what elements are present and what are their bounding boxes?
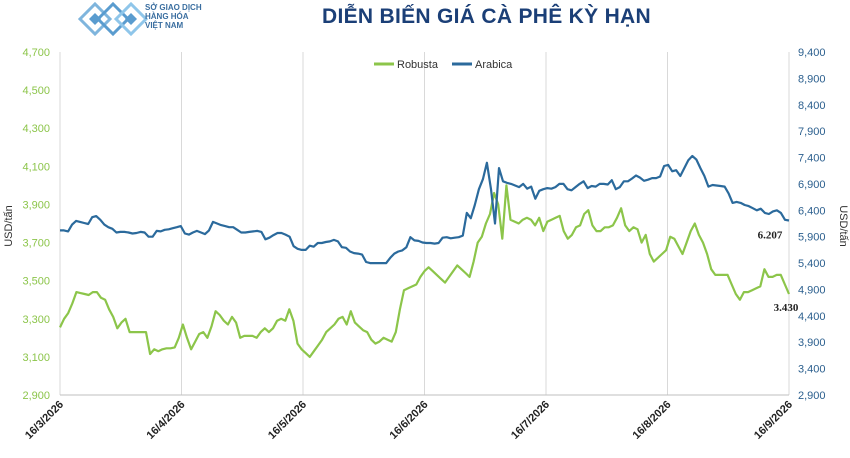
right-tick-label: 8,400 (798, 100, 826, 112)
left-axis-label: USD/tấn (3, 205, 15, 247)
left-tick-label: 3,500 (22, 276, 50, 288)
left-tick-label: 3,900 (22, 199, 50, 211)
x-tick-label: 16/6/2026 (388, 399, 431, 442)
x-tick-label: 16/8/2026 (631, 399, 674, 442)
chart-title: DIỄN BIẾN GIÁ CÀ PHÊ KỲ HẠN (322, 5, 651, 28)
left-tick-label: 3,300 (22, 314, 50, 326)
left-axis-ticks: 2,900 3,100 3,300 3,500 3,700 3,900 4,100 4,300… (22, 47, 50, 402)
series-lines (59, 154, 791, 358)
x-tick-label: 16/5/2026 (266, 399, 309, 442)
x-tick-label: 16/3/2026 (23, 399, 66, 442)
series-line-robusta (59, 184, 791, 358)
right-tick-label: 4,400 (798, 311, 826, 323)
right-tick-label: 5,400 (798, 258, 826, 270)
x-axis-ticks: 16/3/2026 16/4/2026 16/5/2026 16/6/2026 16/7… (23, 399, 795, 442)
right-tick-label: 4,900 (798, 284, 826, 296)
x-tick-label: 16/4/2026 (145, 399, 188, 442)
left-tick-label: 2,900 (22, 390, 50, 402)
right-tick-label: 6,900 (798, 179, 826, 191)
right-tick-label: 8,900 (798, 73, 826, 85)
right-tick-label: 7,400 (798, 153, 826, 165)
logo (77, 1, 268, 40)
right-tick-label: 6,400 (798, 205, 826, 217)
end-label-robusta: 3.430 (774, 302, 799, 314)
right-tick-label: 5,900 (798, 232, 826, 244)
organization-line-2: HÀNG HÓA (145, 12, 189, 21)
right-tick-label: 7,900 (798, 126, 826, 138)
end-label-arabica: 6.207 (758, 229, 783, 241)
right-tick-label: 9,400 (798, 47, 826, 59)
left-tick-label: 4,700 (22, 47, 50, 59)
right-axis-ticks: 2,900 3,400 3,900 4,400 4,900 5,400 5,900 6,400… (798, 47, 826, 402)
organization-name: SỞ GIAO DỊCH HÀNG HÓA VIỆT NAM (145, 3, 202, 30)
x-tick-label: 16/7/2026 (509, 399, 552, 442)
left-tick-label: 4,100 (22, 161, 50, 173)
legend-label-arabica: Arabica (475, 59, 513, 71)
series-line-arabica (60, 154, 790, 265)
right-axis-label: USD/tấn (837, 205, 849, 247)
left-tick-label: 3,700 (22, 238, 50, 250)
legend-label-robusta: Robusta (397, 59, 439, 71)
right-tick-label: 3,900 (798, 337, 826, 349)
x-tick-label: 16/9/2026 (752, 399, 795, 442)
logo-mark-icon (77, 1, 149, 37)
legend: Robusta Arabica (374, 59, 513, 71)
left-tick-label: 4,300 (22, 123, 50, 135)
gridlines (59, 52, 790, 396)
organization-line-3: VIỆT NAM (145, 21, 184, 30)
right-tick-label: 3,400 (798, 364, 826, 376)
left-tick-label: 3,100 (22, 352, 50, 364)
left-tick-label: 4,500 (22, 85, 50, 97)
organization-line-1: SỞ GIAO DỊCH (145, 3, 202, 12)
right-tick-label: 2,900 (798, 390, 826, 402)
